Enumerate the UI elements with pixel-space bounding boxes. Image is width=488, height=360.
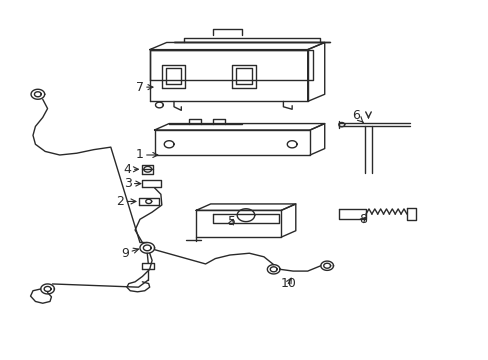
Text: 6: 6	[352, 109, 363, 122]
Text: 1: 1	[136, 148, 158, 162]
Text: 10: 10	[280, 277, 296, 290]
Text: 9: 9	[121, 247, 138, 260]
Text: 4: 4	[123, 163, 138, 176]
Text: 2: 2	[116, 195, 136, 208]
Text: 5: 5	[228, 215, 236, 228]
Text: 7: 7	[136, 81, 153, 94]
Text: 3: 3	[123, 177, 141, 190]
Text: 8: 8	[359, 213, 367, 226]
